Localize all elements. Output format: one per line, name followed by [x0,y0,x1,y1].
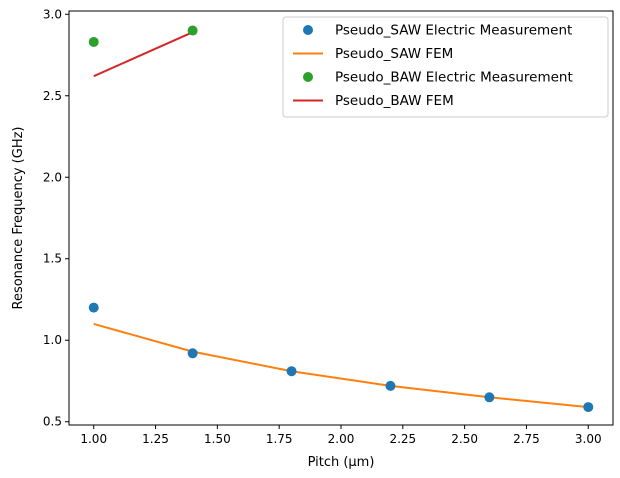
x-tick-label: 2.00 [328,432,355,446]
series-line-pseudo-baw-fem [93,31,194,78]
y-tick-label: 2.0 [43,170,62,184]
series-layer [88,25,594,413]
x-tick-label: 2.25 [389,432,416,446]
data-point-pseudo-baw-electric-measurement [187,25,198,36]
y-axis: 0.5 1.0 1.5 2.0 2.5 3.0 [43,7,69,429]
x-tick-label: 3.00 [575,432,602,446]
legend-marker [303,72,313,82]
legend-item: Pseudo_BAW Electric Measurement [303,70,573,86]
x-tick-label: 1.50 [204,432,231,446]
data-point-pseudo-baw-electric-measurement [88,36,99,47]
data-point-pseudo-saw-electric-measurement [187,348,198,359]
x-tick-label: 1.00 [80,432,107,446]
legend-label: Pseudo_BAW Electric Measurement [335,70,573,86]
y-tick-label: 3.0 [43,7,62,21]
legend-marker [303,25,313,35]
legend-label: Pseudo_SAW Electric Measurement [335,23,572,39]
x-axis: 1.00 1.25 1.50 1.75 2.00 2.25 2.50 2.75 3.00 [80,425,602,446]
x-tick-label: 1.75 [266,432,293,446]
legend-label: Pseudo_SAW FEM [335,46,453,62]
legend-label: Pseudo_BAW FEM [335,93,454,109]
y-tick-label: 1.5 [43,252,62,266]
y-tick-label: 2.5 [43,89,62,103]
legend-item: Pseudo_SAW Electric Measurement [303,23,572,39]
legend-box [282,16,609,118]
data-point-pseudo-saw-electric-measurement [385,380,396,391]
data-point-pseudo-saw-electric-measurement [88,302,99,313]
y-axis-label: Resonance Frequency (GHz) [11,126,26,309]
legend-item: Pseudo_BAW FEM [293,93,454,109]
legend: Pseudo_SAW Electric Measurement Pseudo_SA… [282,16,609,118]
data-point-pseudo-saw-electric-measurement [484,392,495,403]
series-line-pseudo-saw-fem [93,322,589,409]
legend-item: Pseudo_SAW FEM [293,46,453,62]
y-tick-label: 0.5 [43,415,62,429]
data-point-pseudo-saw-electric-measurement [583,402,594,413]
x-tick-label: 1.25 [142,432,169,446]
x-tick-label: 2.50 [451,432,478,446]
y-tick-label: 1.0 [43,333,62,347]
x-axis-label: Pitch (µm) [308,455,375,470]
x-tick-label: 2.75 [513,432,540,446]
data-point-pseudo-saw-electric-measurement [286,366,297,377]
